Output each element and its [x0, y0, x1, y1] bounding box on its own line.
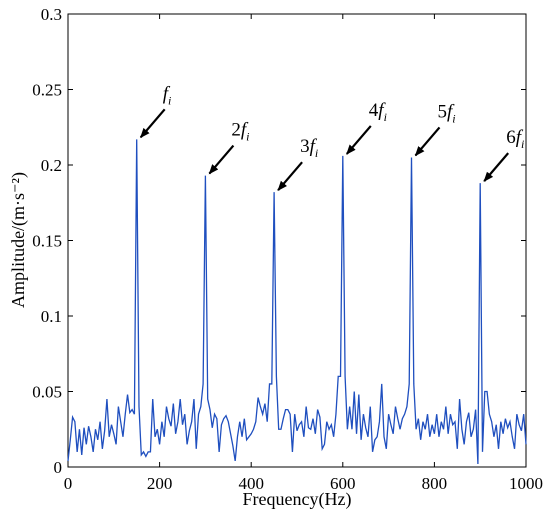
annotation-arrow: [414, 126, 441, 157]
annotation-label: 4fi: [369, 100, 387, 124]
y-tick-label: 0: [54, 458, 63, 477]
annotation-label: 3fi: [300, 136, 318, 160]
annotation-symbol: f: [163, 83, 171, 104]
annotation-symbol: f: [310, 136, 318, 157]
annotation-coefficient: 2: [231, 120, 241, 141]
x-axis: 0 200 400 600 800 1000: [64, 14, 543, 493]
x-tick-label: 200: [147, 474, 173, 493]
annotation-arrow: [208, 144, 235, 175]
x-tick-label: 1000: [509, 474, 543, 493]
annotation-symbol: f: [447, 101, 455, 122]
x-tick-label: 800: [422, 474, 448, 493]
annotation-subscript: i: [168, 93, 171, 107]
annotation-label: 6fi: [506, 127, 524, 151]
annotation-symbol: f: [241, 120, 249, 141]
annotation-subscript: i: [452, 111, 455, 125]
annotation-symbol: f: [516, 127, 524, 148]
y-tick-label: 0.3: [41, 5, 62, 24]
annotation-subscript: i: [246, 130, 249, 144]
y-axis-label: Amplitude/(m·s⁻²): [8, 172, 29, 308]
y-tick-label: 0.15: [32, 232, 62, 251]
y-tick-label: 0.2: [41, 156, 62, 175]
annotation-label: 2fi: [231, 120, 249, 144]
annotation-coefficient: 3: [300, 136, 310, 157]
annotation-coefficient: 4: [369, 100, 379, 121]
y-tick-label: 0.25: [32, 81, 62, 100]
annotation-symbol: f: [378, 100, 386, 121]
annotation-coefficient: 6: [506, 127, 516, 148]
annotation-arrow: [483, 152, 510, 182]
x-tick-label: 0: [64, 474, 73, 493]
x-axis-label: Frequency(Hz): [243, 489, 352, 510]
annotation-subscript: i: [521, 137, 524, 151]
x-tick-label: 400: [238, 474, 264, 493]
annotation-arrow: [139, 108, 166, 139]
plot-frame: [67, 13, 527, 468]
annotation-label: 5fi: [438, 101, 456, 125]
annotation-coefficient: 5: [438, 101, 448, 122]
annotation-arrow: [345, 125, 372, 155]
annotation-subscript: i: [315, 146, 318, 160]
y-tick-label: 0.1: [41, 307, 62, 326]
series-line: [67, 139, 527, 465]
y-tick-label: 0.05: [32, 383, 62, 402]
annotation-label: fi: [163, 83, 172, 107]
annotation-arrow: [277, 161, 303, 191]
y-axis: 0 0.05 0.1 0.15 0.2 0.25 0.3: [32, 5, 526, 477]
x-tick-label: 600: [330, 474, 356, 493]
annotation-subscript: i: [384, 110, 387, 124]
